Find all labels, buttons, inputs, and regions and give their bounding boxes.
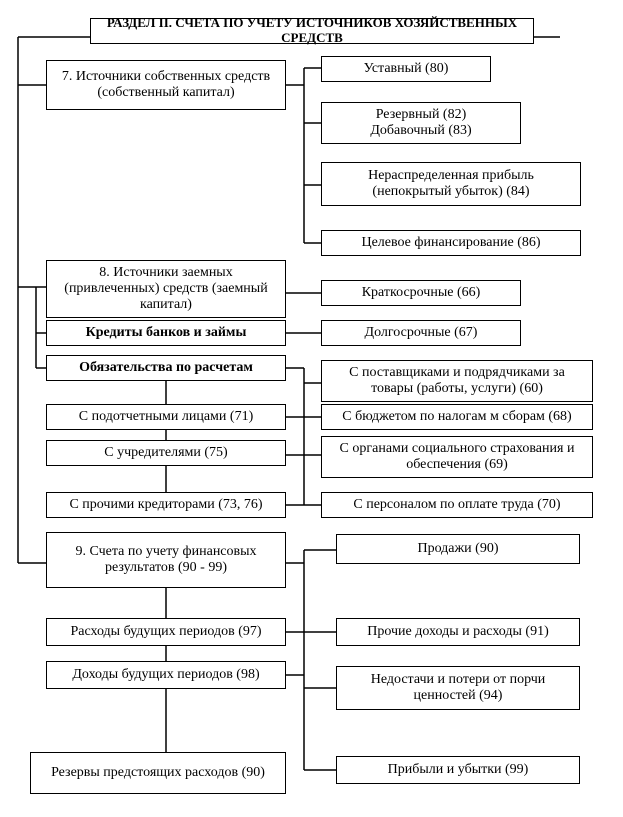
node-label: Прибыли и убытки (99) [388, 762, 529, 778]
node-label: Целевое финансирование (86) [361, 235, 540, 251]
node-deferred-expenses-97: Расходы будущих периодов (97) [46, 618, 286, 646]
node-label: 7. Источники собственных средств (собств… [53, 69, 279, 101]
node-label: Уставный (80) [364, 61, 449, 77]
node-reserve-additional-82-83: Резервный (82) Добавочный (83) [321, 102, 521, 144]
node-label: Краткосрочные (66) [362, 285, 481, 301]
node-label: С прочими кредиторами (73, 76) [69, 497, 262, 513]
node-label: С органами социального страхования и обе… [328, 441, 586, 473]
node-founders-75: С учредителями (75) [46, 440, 286, 466]
node-label: Резервный (82) Добавочный (83) [370, 107, 471, 139]
node-7-own-funds: 7. Источники собственных средств (собств… [46, 60, 286, 110]
node-label: С поставщиками и подрядчиками за товары … [328, 365, 586, 397]
node-label: Доходы будущих периодов (98) [72, 667, 259, 683]
node-deferred-income-98: Доходы будущих периодов (98) [46, 661, 286, 689]
node-profit-loss-99: Прибыли и убытки (99) [336, 756, 580, 784]
node-label: Кредиты банков и займы [86, 325, 247, 341]
node-label: С подотчетными лицами (71) [79, 409, 253, 425]
node-label: Обязательства по расчетам [79, 360, 253, 376]
node-retained-earnings-84: Нераспределенная прибыль (непокрытый убы… [321, 162, 581, 206]
node-short-term-66: Краткосрочные (66) [321, 280, 521, 306]
node-charter-capital-80: Уставный (80) [321, 56, 491, 82]
node-9-financial-results: 9. Счета по учету финансовых результатов… [46, 532, 286, 588]
node-other-income-expenses-91: Прочие доходы и расходы (91) [336, 618, 580, 646]
node-label: 8. Источники заемных (привлеченных) сред… [53, 265, 279, 313]
diagram-canvas: РАЗДЕЛ II. СЧЕТА ПО УЧЕТУ ИСТОЧНИКОВ ХОЗ… [0, 0, 623, 817]
node-accountable-persons-71: С подотчетными лицами (71) [46, 404, 286, 430]
node-social-insurance-69: С органами социального страхования и обе… [321, 436, 593, 478]
title-text: РАЗДЕЛ II. СЧЕТА ПО УЧЕТУ ИСТОЧНИКОВ ХОЗ… [97, 16, 527, 46]
node-reserves-future-expenses-90: Резервы предстоящих расходов (90) [30, 752, 286, 794]
node-label: Резервы предстоящих расходов (90) [51, 765, 265, 781]
node-budget-taxes-68: С бюджетом по налогам м сборам (68) [321, 404, 593, 430]
node-label: С учредителями (75) [104, 445, 227, 461]
node-label: Недостачи и потери от порчи ценностей (9… [343, 672, 573, 704]
node-sales-90: Продажи (90) [336, 534, 580, 564]
section-title: РАЗДЕЛ II. СЧЕТА ПО УЧЕТУ ИСТОЧНИКОВ ХОЗ… [90, 18, 534, 44]
node-label: Долгосрочные (67) [365, 325, 478, 341]
node-suppliers-60: С поставщиками и подрядчиками за товары … [321, 360, 593, 402]
node-label: С персоналом по оплате труда (70) [353, 497, 560, 513]
node-targeted-financing-86: Целевое финансирование (86) [321, 230, 581, 256]
node-bank-credits-loans: Кредиты банков и займы [46, 320, 286, 346]
node-settlement-obligations: Обязательства по расчетам [46, 355, 286, 381]
node-label: С бюджетом по налогам м сборам (68) [342, 409, 571, 425]
node-8-borrowed-funds: 8. Источники заемных (привлеченных) сред… [46, 260, 286, 318]
node-label: Прочие доходы и расходы (91) [367, 624, 549, 640]
node-personnel-wages-70: С персоналом по оплате труда (70) [321, 492, 593, 518]
node-label: Продажи (90) [417, 541, 498, 557]
node-label: Расходы будущих периодов (97) [70, 624, 261, 640]
node-long-term-67: Долгосрочные (67) [321, 320, 521, 346]
node-label: 9. Счета по учету финансовых результатов… [53, 544, 279, 576]
node-label: Нераспределенная прибыль (непокрытый убы… [328, 168, 574, 200]
node-shortages-losses-94: Недостачи и потери от порчи ценностей (9… [336, 666, 580, 710]
node-other-creditors-73-76: С прочими кредиторами (73, 76) [46, 492, 286, 518]
